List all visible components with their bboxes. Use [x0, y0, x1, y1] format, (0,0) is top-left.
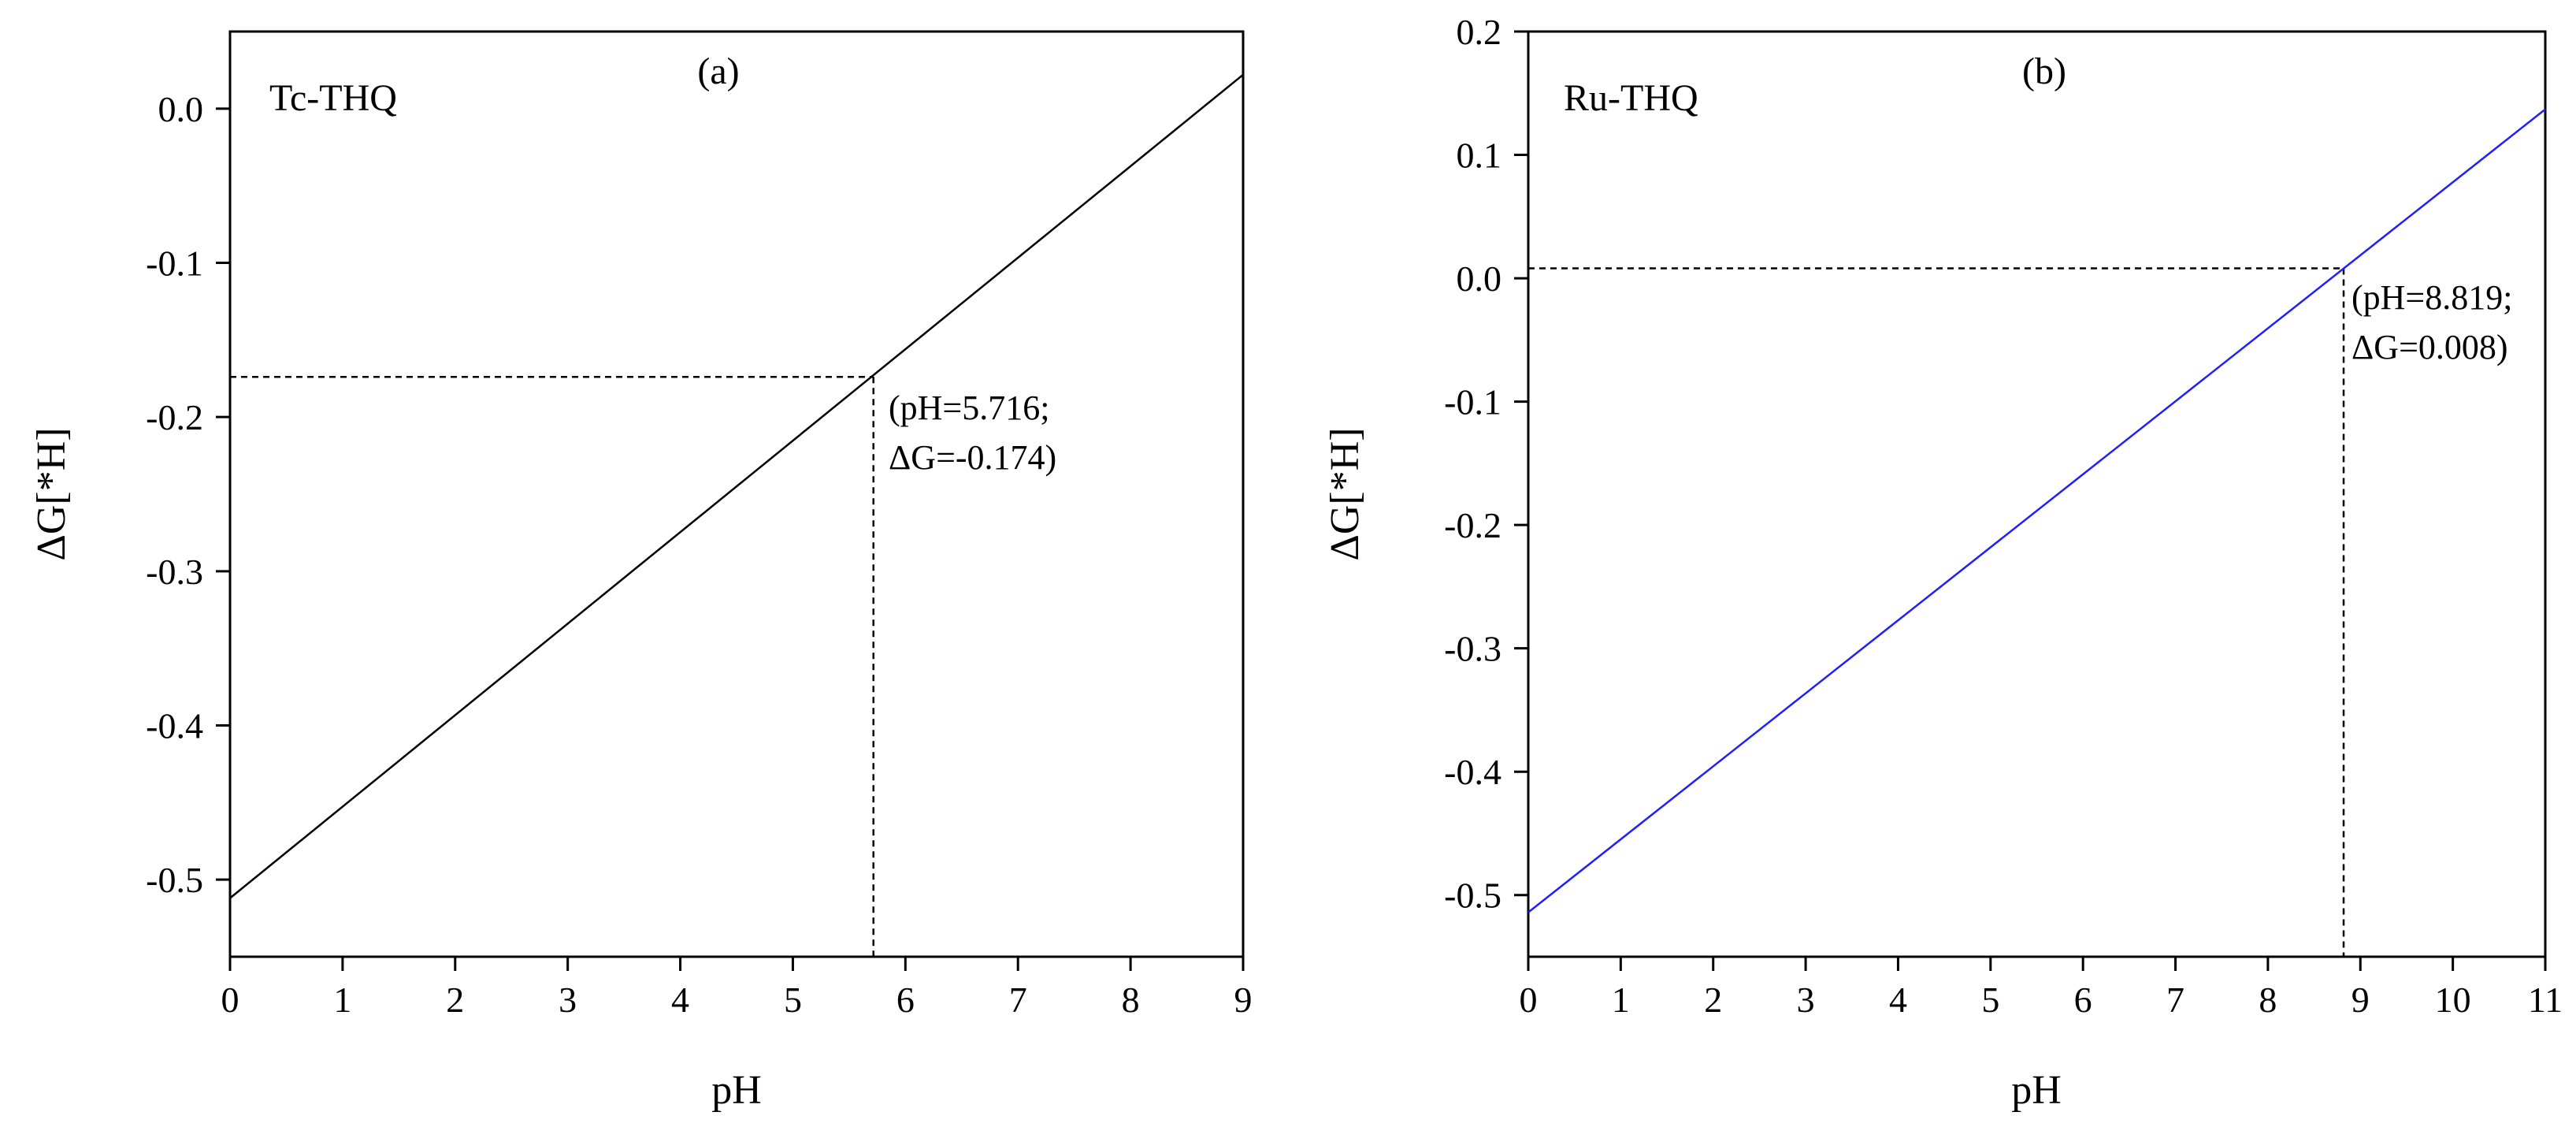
y-tick-label: -0.4: [146, 706, 203, 746]
y-axis-label: ΔG[*H]: [1323, 427, 1368, 560]
y-tick-label: -0.3: [146, 552, 203, 592]
x-tick-label: 1: [1612, 980, 1630, 1020]
y-tick-label: -0.4: [1444, 752, 1501, 792]
plot-frame: [1527, 30, 2547, 958]
x-tick-label: 0: [221, 980, 239, 1020]
x-tick-label: 7: [1009, 980, 1027, 1020]
x-tick-label: 4: [671, 980, 689, 1020]
annotation-line-1: (pH=5.716;: [889, 389, 1049, 427]
y-tick-label: -0.5: [1444, 876, 1501, 916]
y-tick-label: 0.0: [1457, 258, 1502, 299]
y-axis: -0.5 -0.4 -0.3 -0.2 -0.1 0.0: [146, 89, 230, 900]
y-tick-label: -0.2: [1444, 505, 1501, 545]
annotation-line-2: ΔG=0.008): [2351, 328, 2508, 366]
x-tick-label: 6: [896, 980, 915, 1020]
x-tick-label: 2: [1704, 980, 1722, 1020]
x-axis-label: pH: [711, 1068, 762, 1113]
chart-panel-b: 0 1 2 3 4 5 6 7 8 9 10 11 -0.5 -0.4 -0.3 -0.2 -0.1 0.0 0.…: [1323, 12, 2563, 1113]
y-axis-label: ΔG[*H]: [29, 427, 74, 560]
x-tick-label: 4: [1889, 980, 1907, 1020]
y-tick-label: 0.2: [1457, 12, 1502, 52]
panel-label: (a): [697, 50, 739, 92]
y-tick-label: -0.5: [146, 860, 203, 900]
y-tick-label: 0.1: [1457, 136, 1502, 176]
panel-label: (b): [2022, 50, 2066, 92]
x-axis: 0 1 2 3 4 5 6 7 8 9: [221, 957, 1253, 1020]
y-tick-label: -0.2: [146, 397, 203, 437]
series-line: [1527, 108, 2546, 913]
x-tick-label: 9: [2351, 980, 2370, 1020]
y-tick-label: -0.1: [146, 244, 203, 284]
chart-panel-a: 0 1 2 3 4 5 6 7 8 9 -0.5 -0.4 -0.3 -0.2 -0.1 0.0 Tc-TH…: [29, 30, 1253, 1113]
annotation-line-1: (pH=8.819;: [2351, 278, 2512, 317]
x-tick-label: 8: [1122, 980, 1140, 1020]
x-axis: 0 1 2 3 4 5 6 7 8 9 10 11: [1520, 957, 2563, 1020]
annotation-line-2: ΔG=-0.174): [889, 438, 1056, 477]
x-tick-label: 9: [1234, 980, 1253, 1020]
series-label: Ru-THQ: [1564, 77, 1698, 119]
y-tick-label: -0.1: [1444, 382, 1501, 422]
x-tick-label: 7: [2166, 980, 2184, 1020]
plot-area: [1527, 108, 2546, 957]
plot-frame: [228, 30, 1245, 958]
x-tick-label: 2: [446, 980, 464, 1020]
x-tick-label: 0: [1520, 980, 1538, 1020]
series-label: Tc-THQ: [269, 77, 397, 119]
plot-area: [229, 73, 1244, 957]
x-tick-label: 3: [1797, 980, 1815, 1020]
x-tick-label: 6: [2074, 980, 2092, 1020]
y-tick-label: 0.0: [158, 89, 204, 129]
x-tick-label: 3: [559, 980, 577, 1020]
x-tick-label: 10: [2435, 980, 2471, 1020]
x-tick-label: 8: [2259, 980, 2277, 1020]
y-axis: -0.5 -0.4 -0.3 -0.2 -0.1 0.0 0.1 0.2: [1444, 12, 1528, 916]
y-tick-label: -0.3: [1444, 629, 1501, 669]
x-tick-label: 5: [1981, 980, 1999, 1020]
x-axis-label: pH: [2011, 1068, 2062, 1113]
x-tick-label: 5: [784, 980, 802, 1020]
series-line: [229, 73, 1244, 899]
x-tick-label: 11: [2528, 980, 2563, 1020]
x-tick-label: 1: [333, 980, 351, 1020]
